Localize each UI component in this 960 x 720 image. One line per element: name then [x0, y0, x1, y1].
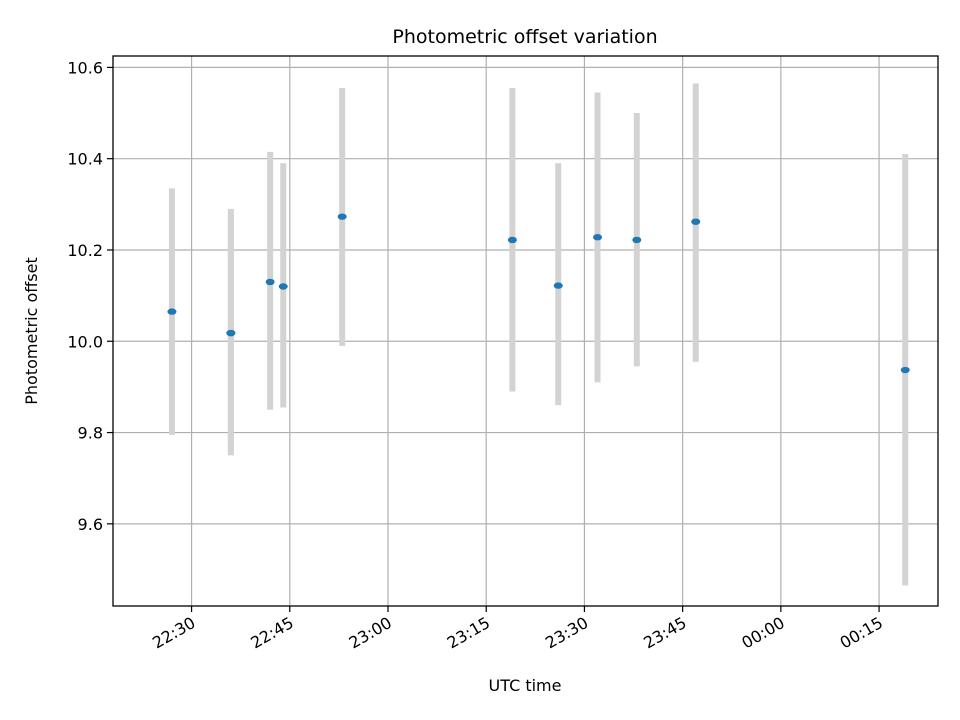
x-tick-label: 23:30 — [542, 613, 591, 653]
x-axis-title: UTC time — [489, 676, 562, 695]
y-tick-label: 10.4 — [67, 150, 103, 169]
x-tick-label: 23:15 — [444, 613, 493, 653]
y-tick-label: 10.6 — [67, 58, 103, 77]
y-tick-label: 9.8 — [78, 424, 103, 443]
x-tick-label: 00:15 — [837, 613, 886, 653]
chart-title: Photometric offset variation — [392, 26, 657, 48]
data-point — [337, 213, 347, 220]
data-point — [507, 236, 517, 244]
x-tick-label: 22:45 — [247, 613, 296, 653]
data-point — [900, 366, 910, 374]
data-point — [691, 218, 701, 225]
data-point — [553, 282, 563, 289]
x-axis: 22:30 22:45 23:00 23:15 23:30 23:45 00:00 00:15 — [149, 606, 886, 653]
y-axis-title: Photometric offset — [22, 257, 41, 405]
data-point — [278, 283, 288, 290]
x-tick-label: 00:00 — [738, 613, 787, 653]
data-points — [167, 213, 910, 374]
x-tick-label: 23:00 — [346, 613, 395, 653]
y-tick-label: 9.6 — [78, 515, 103, 534]
y-axis: 9.6 9.8 10.0 10.2 10.4 10.6 — [67, 58, 113, 534]
data-point — [265, 278, 275, 286]
x-tick-label: 23:45 — [640, 613, 689, 653]
y-tick-label: 10.2 — [67, 241, 103, 260]
data-point — [632, 236, 642, 244]
data-point — [593, 234, 603, 241]
y-tick-label: 10.0 — [67, 332, 103, 351]
plot-frame — [112, 55, 939, 607]
x-tick-label: 22:30 — [149, 613, 198, 653]
data-point — [226, 329, 236, 337]
grid-lines — [113, 56, 938, 606]
data-point — [167, 308, 177, 315]
